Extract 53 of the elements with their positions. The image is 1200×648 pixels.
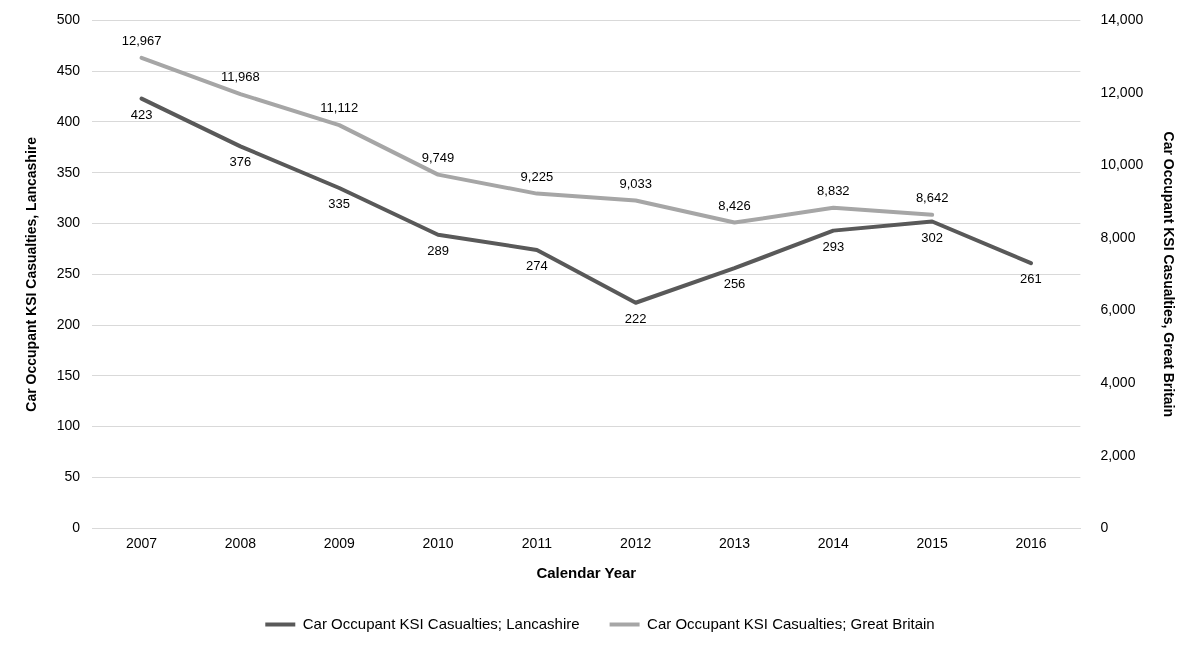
data-label: 256 — [723, 276, 746, 292]
x-tick-label: 2010 — [422, 535, 454, 552]
data-label: 9,749 — [421, 149, 455, 165]
x-axis-title: Calendar Year — [536, 564, 637, 582]
y2-tick-label: 14,000 — [1100, 11, 1144, 28]
x-tick-label: 2007 — [125, 535, 158, 552]
x-tick-label: 2008 — [224, 535, 257, 552]
y-tick-label: 200 — [56, 315, 81, 332]
data-label: 8,832 — [817, 182, 850, 198]
legend-label: Car Occupant KSI Casualties; Lancashire — [302, 614, 580, 632]
data-label: 261 — [1020, 271, 1042, 287]
data-label: 11,112 — [320, 100, 359, 116]
y-tick-label: 150 — [56, 366, 81, 383]
y-tick-label: 300 — [56, 214, 81, 231]
y-axis-title: Car Occupant KSI Casualties, Lancashire — [23, 136, 40, 412]
y2-tick-label: 8,000 — [1100, 228, 1136, 245]
data-label: 12,967 — [121, 32, 162, 48]
data-label: 293 — [822, 238, 845, 254]
y2-tick-label: 4,000 — [1100, 373, 1136, 390]
data-label: 8,426 — [718, 197, 751, 213]
x-tick-label: 2015 — [916, 535, 948, 552]
data-label: 9,033 — [619, 175, 652, 191]
legend-label: Car Occupant KSI Casualties; Great Britain — [647, 614, 935, 632]
data-label: 222 — [624, 310, 647, 326]
data-label: 335 — [328, 196, 351, 212]
x-tick-label: 2012 — [620, 535, 652, 552]
y-tick-label: 50 — [64, 468, 81, 485]
data-label: 289 — [427, 242, 449, 258]
data-label: 376 — [229, 154, 252, 170]
data-label: 302 — [921, 229, 943, 245]
data-label: 8,642 — [915, 189, 949, 205]
data-label: 11,968 — [220, 69, 260, 85]
y-tick-label: 100 — [56, 417, 81, 434]
y2-axis-title: Car Occupant KSI Casualties, Great Britain — [1160, 131, 1177, 418]
x-tick-label: 2014 — [817, 535, 850, 552]
y-tick-label: 500 — [56, 11, 81, 28]
x-tick-label: 2011 — [521, 535, 553, 552]
data-label: 274 — [526, 258, 548, 273]
y2-tick-label: 12,000 — [1100, 83, 1144, 100]
x-tick-label: 2013 — [718, 535, 751, 552]
y-tick-label: 450 — [56, 62, 81, 79]
y-tick-label: 400 — [56, 112, 81, 129]
y-tick-label: 250 — [56, 265, 81, 282]
x-tick-label: 2016 — [1015, 535, 1047, 552]
y2-tick-label: 2,000 — [1100, 446, 1136, 463]
y2-tick-label: 6,000 — [1100, 301, 1136, 318]
y2-tick-label: 10,000 — [1100, 156, 1144, 173]
y-tick-label: 0 — [72, 519, 81, 536]
y2-tick-label: 0 — [1100, 519, 1109, 536]
y-tick-label: 350 — [56, 163, 81, 180]
x-tick-label: 2009 — [323, 535, 355, 552]
data-label: 423 — [130, 106, 153, 122]
data-label: 9,225 — [520, 168, 554, 184]
